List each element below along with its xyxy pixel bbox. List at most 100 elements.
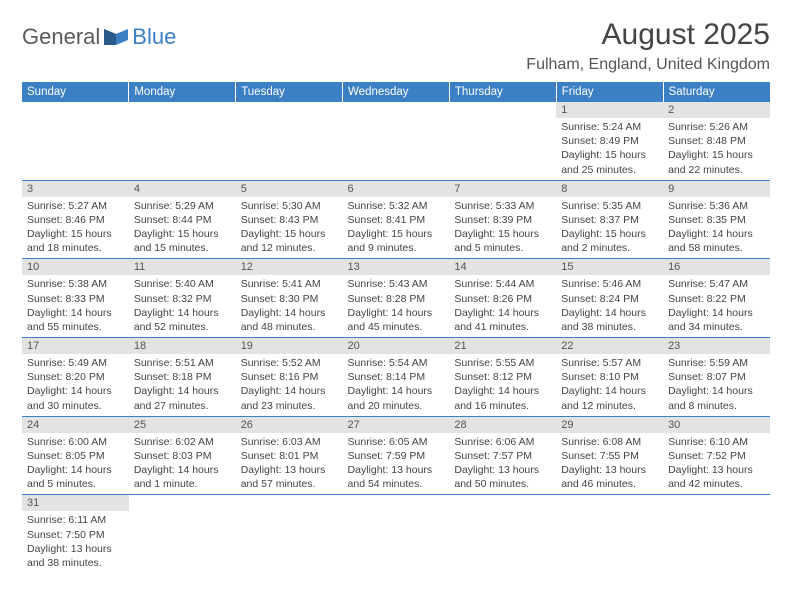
- day-number: 10: [22, 259, 129, 275]
- calendar-cell: 16Sunrise: 5:47 AMSunset: 8:22 PMDayligh…: [663, 259, 770, 338]
- calendar-week: 17Sunrise: 5:49 AMSunset: 8:20 PMDayligh…: [22, 338, 770, 417]
- sunrise-text: Sunrise: 6:06 AM: [454, 435, 551, 449]
- daylight-text: Daylight: 14 hours and 41 minutes.: [454, 306, 551, 334]
- calendar-week: 3Sunrise: 5:27 AMSunset: 8:46 PMDaylight…: [22, 180, 770, 259]
- sunset-text: Sunset: 8:33 PM: [27, 292, 124, 306]
- day-header: Friday: [556, 82, 663, 102]
- sunset-text: Sunset: 8:28 PM: [348, 292, 445, 306]
- sunset-text: Sunset: 8:48 PM: [668, 134, 765, 148]
- sunset-text: Sunset: 8:24 PM: [561, 292, 658, 306]
- sunset-text: Sunset: 8:12 PM: [454, 370, 551, 384]
- calendar-cell: 13Sunrise: 5:43 AMSunset: 8:28 PMDayligh…: [343, 259, 450, 338]
- sunrise-text: Sunrise: 5:51 AM: [134, 356, 231, 370]
- daylight-text: Daylight: 14 hours and 16 minutes.: [454, 384, 551, 412]
- title-block: August 2025 Fulham, England, United King…: [526, 18, 770, 74]
- logo-text-general: General: [22, 24, 100, 50]
- daylight-text: Daylight: 14 hours and 34 minutes.: [668, 306, 765, 334]
- sunrise-text: Sunrise: 5:29 AM: [134, 199, 231, 213]
- calendar-cell: 19Sunrise: 5:52 AMSunset: 8:16 PMDayligh…: [236, 338, 343, 417]
- flag-icon: [103, 28, 129, 46]
- day-details: Sunrise: 6:05 AMSunset: 7:59 PMDaylight:…: [343, 433, 450, 495]
- calendar-cell: [236, 495, 343, 573]
- day-header: Thursday: [449, 82, 556, 102]
- day-details: Sunrise: 5:43 AMSunset: 8:28 PMDaylight:…: [343, 275, 450, 337]
- calendar-cell: 9Sunrise: 5:36 AMSunset: 8:35 PMDaylight…: [663, 180, 770, 259]
- calendar-cell: 2 Sunrise: 5:26 AMSunset: 8:48 PMDaylight…: [663, 102, 770, 180]
- day-number: 5: [236, 181, 343, 197]
- calendar-cell: 28Sunrise: 6:06 AMSunset: 7:57 PMDayligh…: [449, 416, 556, 495]
- calendar-cell: 11Sunrise: 5:40 AMSunset: 8:32 PMDayligh…: [129, 259, 236, 338]
- calendar-cell: 29Sunrise: 6:08 AMSunset: 7:55 PMDayligh…: [556, 416, 663, 495]
- day-details: Sunrise: 6:02 AMSunset: 8:03 PMDaylight:…: [129, 433, 236, 495]
- daylight-text: Daylight: 14 hours and 55 minutes.: [27, 306, 124, 334]
- day-number: 18: [129, 338, 236, 354]
- calendar-cell: [663, 495, 770, 573]
- day-number: 17: [22, 338, 129, 354]
- calendar-cell: 1Sunrise: 5:24 AMSunset: 8:49 PMDaylight…: [556, 102, 663, 180]
- sunrise-text: Sunrise: 5:47 AM: [668, 277, 765, 291]
- day-number: 14: [449, 259, 556, 275]
- sunset-text: Sunset: 7:50 PM: [27, 528, 124, 542]
- sunrise-text: Sunrise: 5:27 AM: [27, 199, 124, 213]
- day-number: 7: [449, 181, 556, 197]
- daylight-text: Daylight: 15 hours and 9 minutes.: [348, 227, 445, 255]
- day-details: Sunrise: 5:27 AMSunset: 8:46 PMDaylight:…: [22, 197, 129, 259]
- day-number: 22: [556, 338, 663, 354]
- calendar-cell: 6Sunrise: 5:32 AMSunset: 8:41 PMDaylight…: [343, 180, 450, 259]
- daylight-text: Daylight: 15 hours and 15 minutes.: [134, 227, 231, 255]
- sunset-text: Sunset: 8:39 PM: [454, 213, 551, 227]
- day-number: 19: [236, 338, 343, 354]
- page-title: August 2025: [526, 18, 770, 52]
- day-number: 6: [343, 181, 450, 197]
- sunrise-text: Sunrise: 5:41 AM: [241, 277, 338, 291]
- sunrise-text: Sunrise: 5:26 AM: [668, 120, 765, 134]
- sunset-text: Sunset: 8:01 PM: [241, 449, 338, 463]
- day-details: Sunrise: 5:33 AMSunset: 8:39 PMDaylight:…: [449, 197, 556, 259]
- sunset-text: Sunset: 8:05 PM: [27, 449, 124, 463]
- sunset-text: Sunset: 7:55 PM: [561, 449, 658, 463]
- day-header: Tuesday: [236, 82, 343, 102]
- daylight-text: Daylight: 15 hours and 22 minutes.: [668, 148, 765, 176]
- calendar-cell: 18Sunrise: 5:51 AMSunset: 8:18 PMDayligh…: [129, 338, 236, 417]
- day-details: Sunrise: 5:57 AMSunset: 8:10 PMDaylight:…: [556, 354, 663, 416]
- daylight-text: Daylight: 14 hours and 12 minutes.: [561, 384, 658, 412]
- day-number: 1: [556, 102, 663, 118]
- calendar-cell: 17Sunrise: 5:49 AMSunset: 8:20 PMDayligh…: [22, 338, 129, 417]
- calendar-cell: [556, 495, 663, 573]
- calendar-cell: 26Sunrise: 6:03 AMSunset: 8:01 PMDayligh…: [236, 416, 343, 495]
- sunset-text: Sunset: 8:37 PM: [561, 213, 658, 227]
- daylight-text: Daylight: 14 hours and 30 minutes.: [27, 384, 124, 412]
- sunset-text: Sunset: 8:49 PM: [561, 134, 658, 148]
- daylight-text: Daylight: 13 hours and 54 minutes.: [348, 463, 445, 491]
- calendar-cell: 15Sunrise: 5:46 AMSunset: 8:24 PMDayligh…: [556, 259, 663, 338]
- day-number: 13: [343, 259, 450, 275]
- day-details: Sunrise: 5:38 AMSunset: 8:33 PMDaylight:…: [22, 275, 129, 337]
- sunset-text: Sunset: 8:14 PM: [348, 370, 445, 384]
- sunrise-text: Sunrise: 6:02 AM: [134, 435, 231, 449]
- daylight-text: Daylight: 13 hours and 38 minutes.: [27, 542, 124, 570]
- calendar-cell: 30Sunrise: 6:10 AMSunset: 7:52 PMDayligh…: [663, 416, 770, 495]
- day-number: 15: [556, 259, 663, 275]
- daylight-text: Daylight: 14 hours and 52 minutes.: [134, 306, 231, 334]
- logo: General Blue: [22, 18, 176, 50]
- sunset-text: Sunset: 8:44 PM: [134, 213, 231, 227]
- day-details: Sunrise: 5:55 AMSunset: 8:12 PMDaylight:…: [449, 354, 556, 416]
- daylight-text: Daylight: 14 hours and 1 minute.: [134, 463, 231, 491]
- calendar-cell: [22, 102, 129, 180]
- day-number: 23: [663, 338, 770, 354]
- daylight-text: Daylight: 14 hours and 45 minutes.: [348, 306, 445, 334]
- day-number: 20: [343, 338, 450, 354]
- sunrise-text: Sunrise: 5:49 AM: [27, 356, 124, 370]
- day-number: 2: [663, 102, 770, 118]
- sunrise-text: Sunrise: 6:10 AM: [668, 435, 765, 449]
- day-details: Sunrise: 5:47 AMSunset: 8:22 PMDaylight:…: [663, 275, 770, 337]
- day-number: 4: [129, 181, 236, 197]
- sunrise-text: Sunrise: 5:24 AM: [561, 120, 658, 134]
- sunset-text: Sunset: 8:32 PM: [134, 292, 231, 306]
- sunrise-text: Sunrise: 6:05 AM: [348, 435, 445, 449]
- calendar-cell: [449, 495, 556, 573]
- calendar-cell: [449, 102, 556, 180]
- sunrise-text: Sunrise: 5:40 AM: [134, 277, 231, 291]
- day-details: Sunrise: 5:40 AMSunset: 8:32 PMDaylight:…: [129, 275, 236, 337]
- calendar-week: 1 Sunrise: 5:24 AMSunset: 8:49 PM Daylight…: [22, 102, 770, 180]
